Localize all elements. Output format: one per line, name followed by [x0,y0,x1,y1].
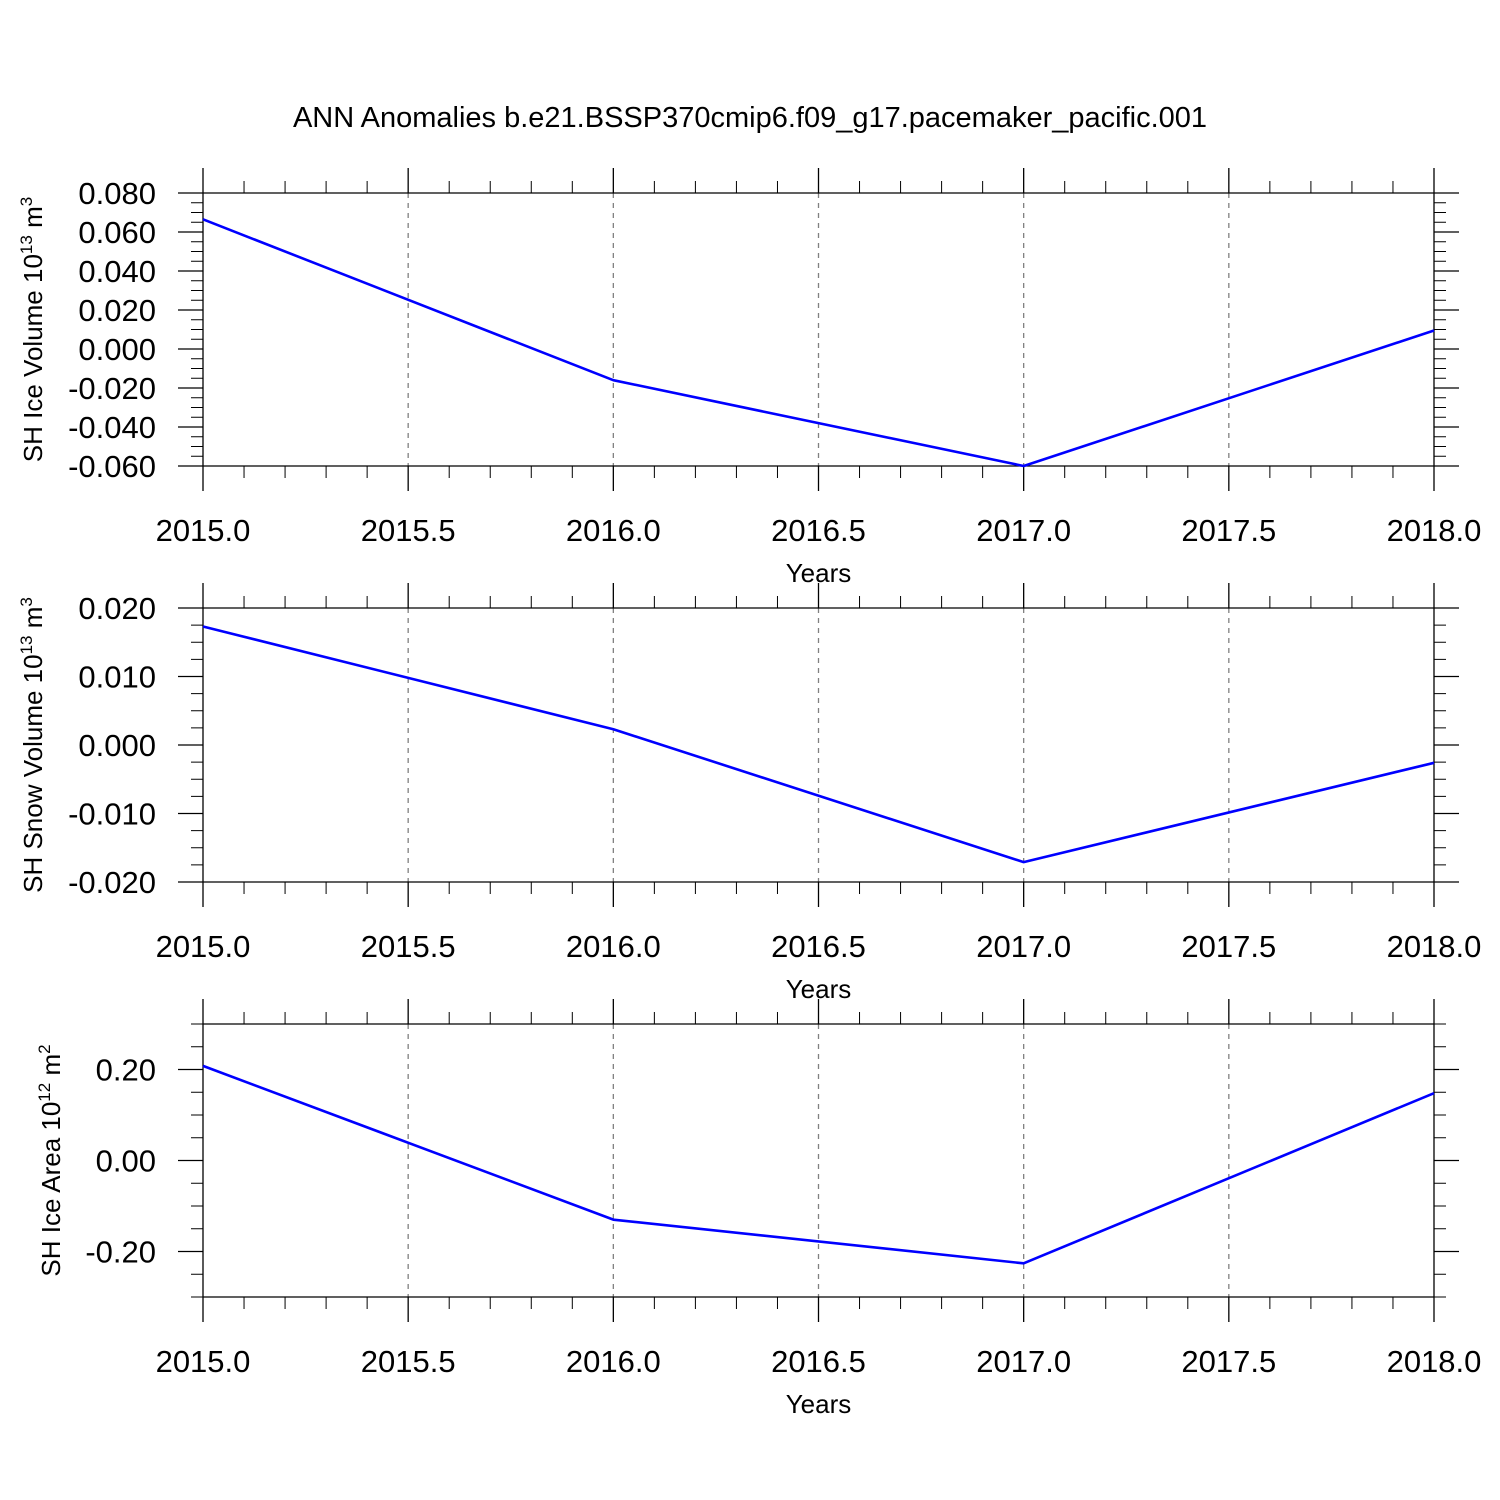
y-tick-label: 0.040 [78,254,156,289]
y-tick-label: -0.010 [68,797,156,832]
x-tick-label: 2015.5 [361,1344,456,1379]
y-axis-label: SH Ice Volume 1013 m3 [17,197,48,462]
x-tick-label: 2015.5 [361,929,456,964]
x-tick-label: 2016.0 [566,929,661,964]
y-tick-label: 0.010 [78,660,156,695]
x-tick-label: 2017.5 [1181,513,1276,548]
y-tick-label: 0.020 [78,293,156,328]
x-tick-label: 2017.5 [1181,929,1276,964]
x-tick-label: 2017.0 [976,929,1071,964]
series-line [202,1064,1435,1265]
x-tick-label: 2017.5 [1181,1344,1276,1379]
x-tick-label: 2018.0 [1387,513,1482,548]
y-tick-label: 0.20 [96,1053,156,1088]
y-tick-label: -0.20 [85,1235,156,1270]
x-tick-label: 2016.0 [566,1344,661,1379]
y-tick-label: 0.020 [78,591,156,626]
x-tick-label: 2015.5 [361,513,456,548]
x-tick-label: 2015.0 [156,1344,251,1379]
x-tick-label: 2016.0 [566,513,661,548]
y-axis-label: SH Snow Volume 1013 m3 [17,597,48,893]
figure-title: ANN Anomalies b.e21.BSSP370cmip6.f09_g17… [292,102,1208,134]
y-tick-label: 0.000 [78,728,156,763]
x-tick-label: 2016.5 [771,1344,866,1379]
x-tick-label: 2017.0 [976,1344,1071,1379]
x-tick-label: 2016.5 [771,513,866,548]
y-tick-label: 0.00 [96,1144,156,1179]
series-line [202,625,1435,864]
y-tick-label: 0.000 [78,332,156,367]
panel-1: 0.080 0.060 0.040 0.020 0.000 -0.020 -0.040 -0.… [17,168,1481,588]
y-tick-label: -0.040 [68,410,156,445]
x-tick-label: 2018.0 [1387,1344,1482,1379]
x-tick-label: 2015.0 [156,513,251,548]
x-tick-label: 2016.5 [771,929,866,964]
y-tick-label: -0.060 [68,449,156,484]
y-tick-label: 0.060 [78,215,156,250]
x-tick-label: 2018.0 [1387,929,1482,964]
y-tick-label: -0.020 [68,371,156,406]
panel-3: 0.20 0.00 -0.20 2015.0 2015.5 2016.0 2016.5 201… [35,999,1481,1419]
y-axis-label: SH Ice Area 1012 m2 [35,1044,66,1276]
x-axis-label: Years [786,1389,852,1419]
y-tick-label: -0.020 [68,865,156,900]
x-tick-label: 2017.0 [976,513,1071,548]
y-tick-label: 0.080 [78,176,156,211]
x-tick-label: 2015.0 [156,929,251,964]
series-line [202,218,1435,468]
